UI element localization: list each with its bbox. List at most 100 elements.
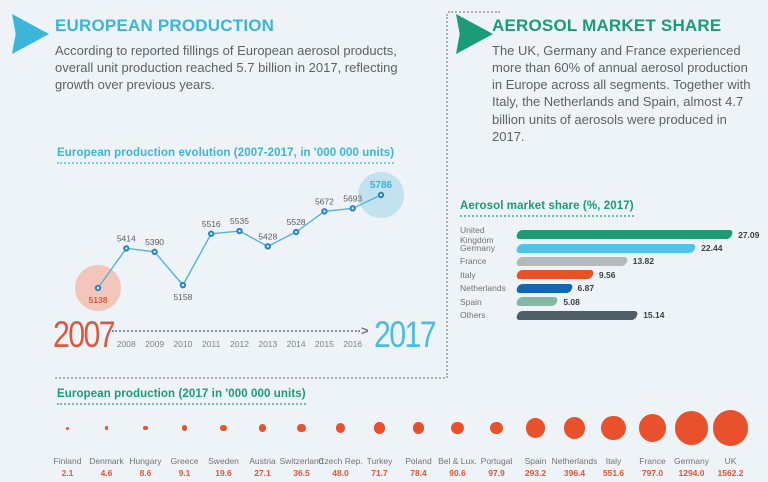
bubble [712,410,749,446]
year-start-label: 2007 [53,314,116,355]
bubble-area [674,404,709,452]
line-chart: 5138 5414 5390 5158 5516 5535 5428 5528 5672 5693… [75,172,404,311]
bubble-area [220,404,227,452]
bubble-column: Denmark 4.6 [87,404,126,478]
bubble-value-label: 2.1 [61,468,74,478]
bar-value-label: 22.44 [701,243,723,254]
mid-year-label: 2014 [286,339,306,349]
bubble [601,415,626,441]
data-point-center [153,250,156,254]
mid-year-label: 2008 [116,339,136,349]
bar-row: Others 15.14 [460,308,760,321]
data-point-label: 5528 [287,217,306,227]
bubble-chart: Finland 2.1 Denmark 4.6 Hungary 8.6 Greece 9.1 S… [48,404,758,478]
bubble-value-label: 36.5 [293,468,310,478]
bubble-value-label: 8.6 [139,468,152,478]
bubble [66,426,69,430]
bubble-value-label: 1294.0 [678,468,705,478]
bubble-area [373,404,386,452]
timeline-dotted-arrow [112,330,360,332]
data-point-center [238,229,241,233]
data-point-center [351,207,354,210]
bubble-value-label: 19.6 [215,468,232,478]
bar-category-label: Italy [460,269,476,280]
bubble [451,421,464,435]
bubble-country-label: France [639,456,666,466]
bubble-value-label: 48.0 [332,468,349,478]
bubble-value-label: 396.4 [563,468,586,478]
data-point-label: 5672 [315,196,334,206]
bubble-area [181,404,188,452]
bubble-country-label: Hungary [129,456,162,466]
bubble [525,418,546,438]
bubble-area [143,404,148,452]
bubble-value-label: 27.1 [254,468,271,478]
bubble-column: Bel & Lux. 90.6 [438,404,477,478]
bar-row: Italy 9.56 [460,268,760,281]
bar-chart: United Kingdom 27.09 Germany 22.44 France 13.… [460,225,760,322]
bar-value-label: 9.56 [598,269,616,280]
bubble-column: Sweden 19.6 [204,404,243,478]
bubble-country-label: UK [724,456,737,466]
bubble-country-label: Italy [605,456,622,466]
bubble-area [601,404,626,452]
vertical-divider [446,14,448,378]
bottom-divider [55,377,445,379]
bubble-country-label: Netherlands [551,456,598,466]
mid-year-axis: 2008 2009 2010 2011 2012 2013 2014 2015 2016 [0,339,768,351]
bar [515,297,559,307]
bubble-value-label: 1562.2 [717,468,744,478]
bar [515,243,697,253]
play-arrow-icon [456,14,493,54]
bubble [181,425,188,431]
bubble-country-label: Germany [674,456,709,466]
bar-category-label: Others [460,310,486,321]
mid-year-label: 2009 [145,339,165,349]
bubble-column: Czech Rep. 48.0 [318,404,363,478]
bar-category-label: Germany [460,243,495,254]
bubble-country-label: Switzerland [279,456,324,466]
bubble-value-label: 551.6 [602,468,625,478]
bubble [563,417,586,439]
mid-year-label: 2011 [202,339,221,349]
bar-value-label: 6.87 [577,283,595,294]
top-right-divider [448,11,500,13]
bubble [638,414,667,442]
bubble-column: Switzerland 36.5 [279,404,324,478]
bubble-area [712,404,749,452]
data-point-center [181,283,185,287]
timeline-arrowhead-icon: > [361,323,369,338]
bubble-country-label: Greece [170,456,199,466]
bar [515,310,639,320]
data-point-label: 5390 [145,237,164,247]
bubble-country-label: Poland [405,456,432,466]
left-section-title: EUROPEAN PRODUCTION [55,16,275,35]
bubble-column: Spain 293.2 [516,404,555,478]
data-point-center [379,193,383,197]
bubble-column: Finland 2.1 [48,404,87,478]
bubble-country-label: Czech Rep. [318,456,363,466]
bubble [490,421,503,435]
bubble-area [335,404,346,452]
data-point-center [96,286,100,290]
bar-row: United Kingdom 27.09 [460,225,760,245]
right-section-body: The UK, Germany and France experienced m… [492,43,751,144]
bubble-value-label: 90.6 [449,468,466,478]
bubble-country-label: Portugal [480,456,513,466]
bubble-area [525,404,546,452]
bar-value-label: 5.08 [563,296,580,307]
bar-chart-title: Aerosol market share (%, 2017) [460,200,634,217]
right-section-title: AEROSOL MARKET SHARE [492,16,722,35]
bar-category-label: Spain [460,296,482,307]
bar-category-label: Netherlands [460,283,506,294]
bar-value-label: 13.82 [632,256,654,267]
bubble-value-label: 9.1 [178,468,191,478]
bubble-value-label: 78.4 [410,468,427,478]
bubble-value-label: 4.6 [100,468,113,478]
bubble-country-label: Finland [53,456,82,466]
bubble-area [258,404,267,452]
data-point-center [266,245,269,248]
bar [515,256,629,266]
bubble-column: Germany 1294.0 [672,404,711,478]
bubble-column: Austria 27.1 [243,404,282,478]
